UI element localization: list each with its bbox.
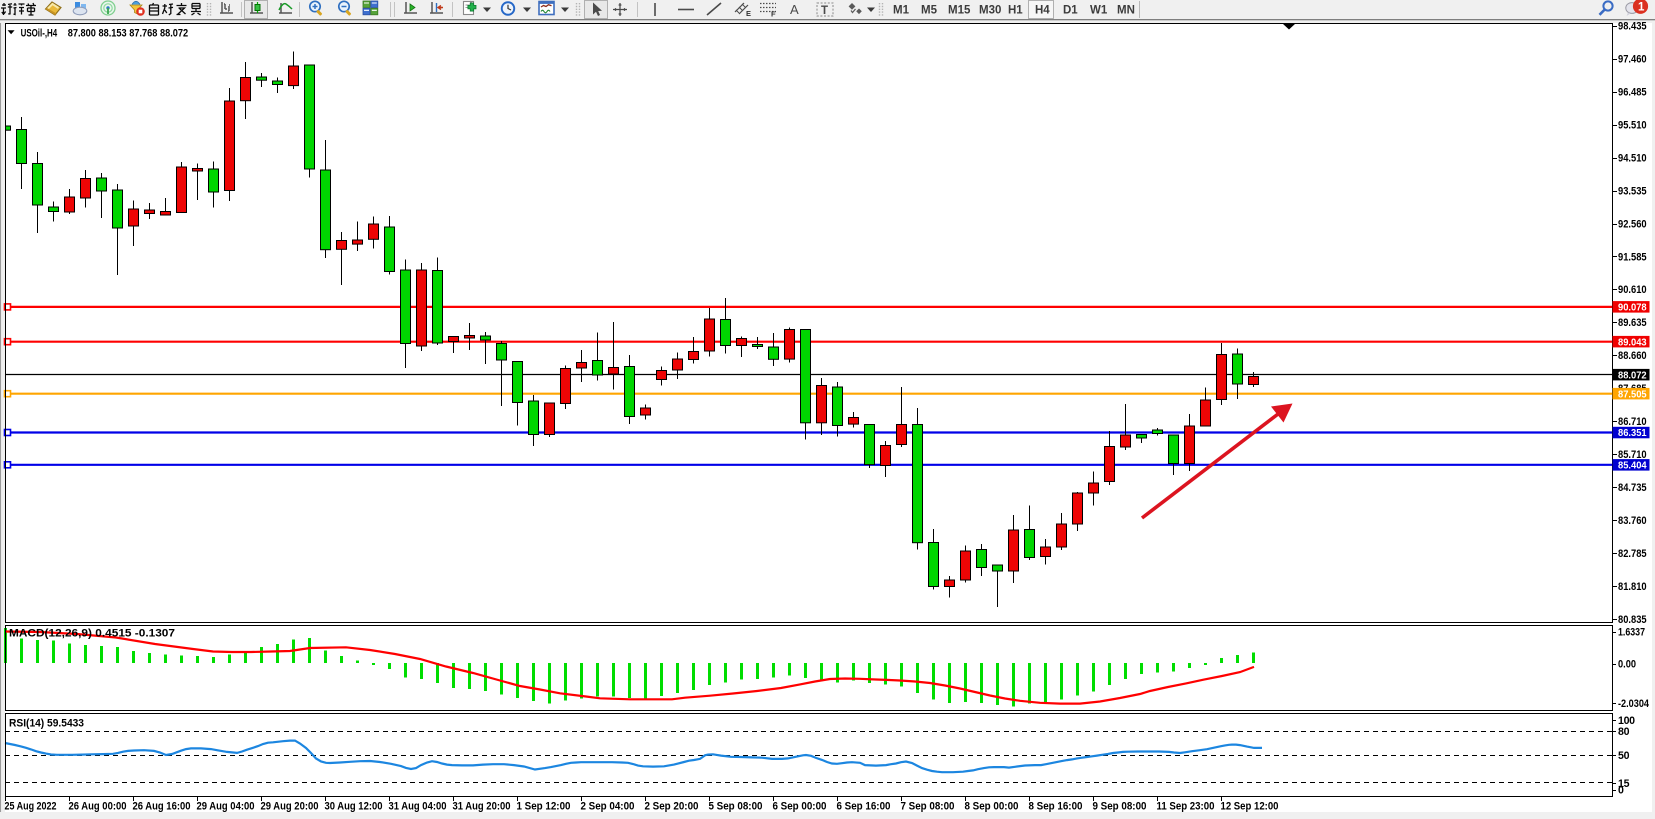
svg-text:2 Sep 20:00: 2 Sep 20:00 xyxy=(645,801,699,813)
svg-text:94.510: 94.510 xyxy=(1618,152,1647,164)
svg-text:1.6337: 1.6337 xyxy=(1618,627,1645,639)
svg-text:F: F xyxy=(771,10,776,19)
svg-text:86.710: 86.710 xyxy=(1618,416,1647,428)
svg-text:92.560: 92.560 xyxy=(1618,218,1647,230)
svg-text:M1: M1 xyxy=(893,5,910,17)
svg-text:12 Sep 12:00: 12 Sep 12:00 xyxy=(1221,801,1279,813)
svg-text:26 Aug 16:00: 26 Aug 16:00 xyxy=(133,801,191,813)
svg-text:0.00: 0.00 xyxy=(1618,659,1636,671)
svg-text:6 Sep 16:00: 6 Sep 16:00 xyxy=(837,801,891,813)
svg-text:87.800 88.153 87.768 88.072: 87.800 88.153 87.768 88.072 xyxy=(68,28,189,40)
svg-text:1 Sep 12:00: 1 Sep 12:00 xyxy=(517,801,571,813)
svg-text:83.760: 83.760 xyxy=(1618,515,1647,527)
svg-text:MACD(12,26,9) 0.4515 -0.1307: MACD(12,26,9) 0.4515 -0.1307 xyxy=(9,628,175,640)
svg-text:8 Sep 00:00: 8 Sep 00:00 xyxy=(965,801,1019,813)
svg-text:7 Sep 08:00: 7 Sep 08:00 xyxy=(901,801,955,813)
svg-text:0: 0 xyxy=(1618,784,1624,796)
svg-text:84.735: 84.735 xyxy=(1618,482,1647,494)
svg-text:81.810: 81.810 xyxy=(1618,581,1647,593)
svg-text:29 Aug 04:00: 29 Aug 04:00 xyxy=(197,801,255,813)
svg-text:93.535: 93.535 xyxy=(1618,185,1647,197)
svg-text:11 Sep 23:00: 11 Sep 23:00 xyxy=(1157,801,1215,813)
svg-text:90.610: 90.610 xyxy=(1618,284,1647,296)
svg-text:26 Aug 00:00: 26 Aug 00:00 xyxy=(69,801,127,813)
svg-text:M30: M30 xyxy=(979,5,1001,17)
svg-text:80: 80 xyxy=(1618,726,1630,738)
svg-text:30 Aug 12:00: 30 Aug 12:00 xyxy=(325,801,383,813)
svg-text:MN: MN xyxy=(1117,5,1135,17)
svg-text:1: 1 xyxy=(1638,2,1645,14)
svg-text:91.585: 91.585 xyxy=(1618,251,1647,263)
svg-text:88.072: 88.072 xyxy=(1618,370,1647,381)
svg-text:T: T xyxy=(821,5,828,17)
svg-text:87.505: 87.505 xyxy=(1618,389,1647,400)
svg-text:5 Sep 08:00: 5 Sep 08:00 xyxy=(709,801,763,813)
svg-text:97.460: 97.460 xyxy=(1618,54,1647,66)
svg-text:50: 50 xyxy=(1618,750,1630,762)
svg-text:80.835: 80.835 xyxy=(1618,614,1647,626)
svg-text:89.043: 89.043 xyxy=(1618,337,1647,348)
svg-text:D1: D1 xyxy=(1063,5,1078,17)
svg-text:A: A xyxy=(790,2,799,17)
svg-text:96.485: 96.485 xyxy=(1618,86,1647,98)
svg-text:H4: H4 xyxy=(1035,5,1050,17)
svg-text:9 Sep 08:00: 9 Sep 08:00 xyxy=(1093,801,1147,813)
svg-text:89.635: 89.635 xyxy=(1618,317,1647,329)
svg-text:88.660: 88.660 xyxy=(1618,350,1647,362)
svg-text:31 Aug 20:00: 31 Aug 20:00 xyxy=(453,801,511,813)
svg-text:90.078: 90.078 xyxy=(1618,303,1647,314)
svg-text:82.785: 82.785 xyxy=(1618,548,1647,560)
svg-text:W1: W1 xyxy=(1090,5,1108,17)
svg-text:95.510: 95.510 xyxy=(1618,119,1647,131)
svg-text:31 Aug 04:00: 31 Aug 04:00 xyxy=(389,801,447,813)
svg-text:98.435: 98.435 xyxy=(1618,21,1647,33)
svg-text:85.710: 85.710 xyxy=(1618,449,1647,461)
svg-text:29 Aug 20:00: 29 Aug 20:00 xyxy=(261,801,319,813)
svg-text:100: 100 xyxy=(1618,715,1635,727)
svg-text:E: E xyxy=(746,9,751,18)
svg-text:86.351: 86.351 xyxy=(1618,428,1647,439)
svg-text:8 Sep 16:00: 8 Sep 16:00 xyxy=(1029,801,1083,813)
svg-text:M15: M15 xyxy=(948,5,971,17)
svg-text:RSI(14) 59.5433: RSI(14) 59.5433 xyxy=(9,718,84,730)
svg-text:25 Aug 2022: 25 Aug 2022 xyxy=(5,801,57,813)
svg-text:-2.0304: -2.0304 xyxy=(1618,698,1649,710)
svg-text:85.404: 85.404 xyxy=(1618,461,1647,472)
svg-text:USOil-,H4: USOil-,H4 xyxy=(21,28,58,40)
svg-text:6 Sep 00:00: 6 Sep 00:00 xyxy=(773,801,827,813)
svg-text:15: 15 xyxy=(1618,778,1630,790)
svg-text:H1: H1 xyxy=(1008,5,1023,17)
svg-text:M5: M5 xyxy=(921,5,938,17)
svg-text:2 Sep 04:00: 2 Sep 04:00 xyxy=(581,801,635,813)
